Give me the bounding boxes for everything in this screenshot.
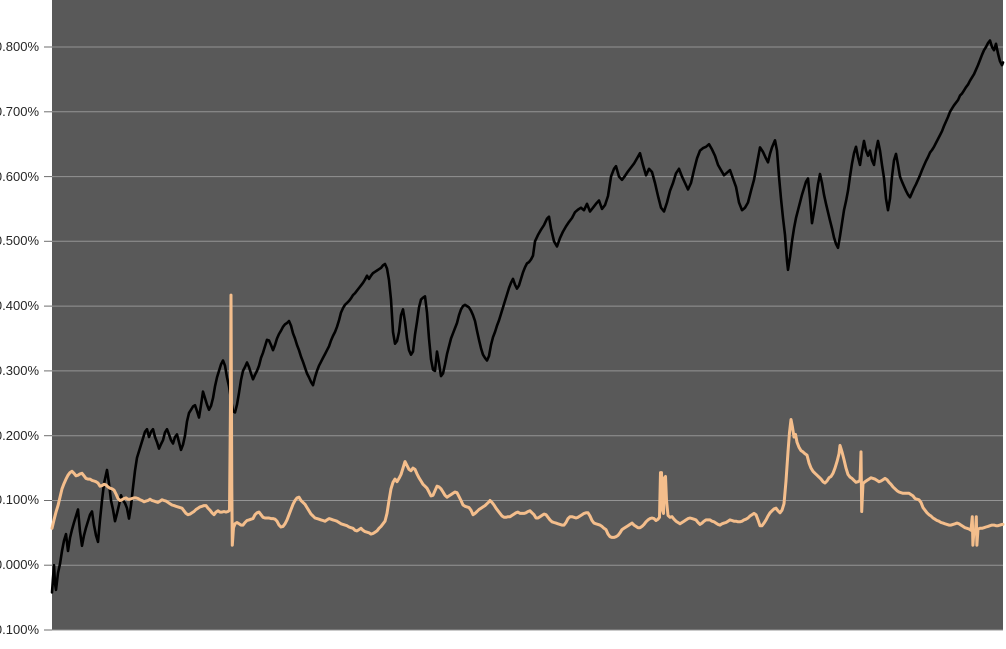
data-series — [50, 39, 1005, 594]
black-series-line — [50, 39, 1005, 594]
plot-area-background — [52, 0, 1003, 630]
orange-series-line — [50, 293, 1005, 547]
gridlines — [52, 46, 1003, 631]
y-axis-tick-marks — [44, 46, 52, 631]
